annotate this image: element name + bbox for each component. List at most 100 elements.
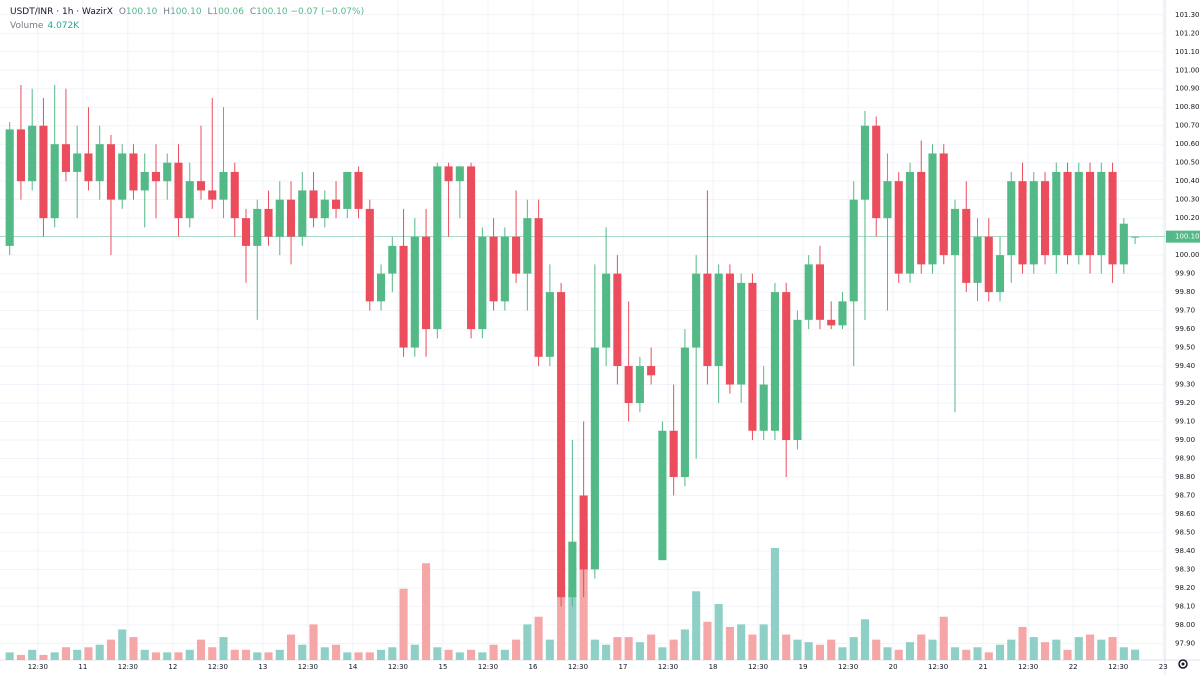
candle-body [590,347,599,570]
volume-bar [129,637,138,660]
volume-bar [1052,639,1061,660]
x-tick-label: 19 [799,663,808,671]
candle-body [298,190,307,237]
candle-body [647,366,656,376]
y-tick-label: 98.60 [1175,510,1195,518]
candle-body [860,125,870,200]
volume-bar [534,616,543,660]
candle-body [118,153,127,200]
volume-bar [489,644,498,660]
candle-body [241,218,251,246]
candle-body [309,190,318,219]
volume-bar [725,626,734,660]
volume-bar [196,639,206,660]
volume-bar [1007,639,1016,660]
candle-body [478,236,487,330]
candle-body [208,190,217,200]
y-tick-label: 100.70 [1175,122,1200,130]
volume-bar [478,652,487,660]
candle-body [1074,171,1083,256]
candle-body [84,153,93,182]
volume-bar [174,652,183,660]
candle-body [939,153,948,256]
candle-body [658,430,667,561]
candle-body [635,366,644,404]
x-tick-label: 12:30 [568,663,588,671]
candle-body [680,347,689,477]
volume-bar [973,647,982,660]
volume-bar [883,647,892,660]
volume-bar [467,649,476,660]
candle-body [410,236,419,348]
volume-bar [838,647,847,660]
candle-body [151,171,161,182]
volume-bar [714,604,723,660]
candle-body [230,171,239,219]
volume-bar [995,644,1005,660]
candle-body [1007,181,1016,256]
candle-body [602,273,611,348]
volume-bar [399,588,408,660]
candle-body [725,273,734,385]
y-tick-label: 98.40 [1175,547,1195,555]
candle-body [140,171,149,191]
ohlc-value: 100.06 [212,7,244,17]
volume-bar [793,639,802,660]
x-tick-label: 12 [168,663,177,671]
candle-body [61,144,70,172]
x-tick-label: 12:30 [658,663,678,671]
y-tick-label: 101.10 [1175,48,1200,56]
candle-body [973,236,982,283]
volume-bar [410,644,419,660]
candle-body [500,236,509,302]
price-axis [1165,0,1200,675]
change: −0.07 (−0.07%) [290,7,365,17]
candle-body [838,301,847,326]
x-tick-label: 23 [1159,663,1168,671]
y-tick-label: 101.20 [1175,29,1200,37]
candle-body [377,273,386,302]
candle-body [1119,223,1128,265]
ohlc-label: O [118,7,126,17]
volume-bar [320,647,329,660]
ohlc-label: C [249,7,257,17]
volume-bar [500,649,509,660]
volume-bar [680,629,689,660]
candle-body [1131,236,1140,238]
candle-body [28,125,37,182]
legend-header: USDT/INR · 1h · WazirX O100.10 H100.10 L… [10,5,364,33]
x-tick-label: 12:30 [748,663,768,671]
volume-bar [241,649,251,660]
y-tick-label: 100.20 [1175,214,1200,222]
settings-icon[interactable] [1178,659,1188,669]
candle-body [883,181,892,219]
x-tick-label: 18 [709,663,718,671]
candle-body [1108,171,1117,265]
candle-body [343,171,352,209]
candle-body [39,125,48,219]
volume-bar [264,652,273,660]
y-tick-label: 99.60 [1175,325,1195,333]
x-tick-label: 12:30 [838,663,858,671]
candle-body [523,218,532,274]
x-tick-label: 12:30 [1108,663,1128,671]
x-tick-label: 12:30 [478,663,498,671]
y-tick-label: 98.00 [1175,621,1195,629]
y-tick-label: 100.40 [1175,177,1200,185]
candle-body [534,218,543,357]
volume-bar [557,588,566,660]
y-tick-label: 98.10 [1175,602,1195,610]
x-tick-label: 12:30 [1018,663,1038,671]
volume-bar [286,634,296,660]
volume-bar [984,652,993,660]
y-tick-label: 99.90 [1175,270,1195,278]
y-tick-label: 99.40 [1175,362,1195,370]
candle-body [703,273,712,367]
candle-body [50,144,59,219]
volume-bar [815,644,825,660]
volume-bar [962,649,971,660]
y-tick-label: 98.30 [1175,565,1195,573]
volume-bar [5,652,14,660]
x-tick-label: 17 [619,663,628,671]
